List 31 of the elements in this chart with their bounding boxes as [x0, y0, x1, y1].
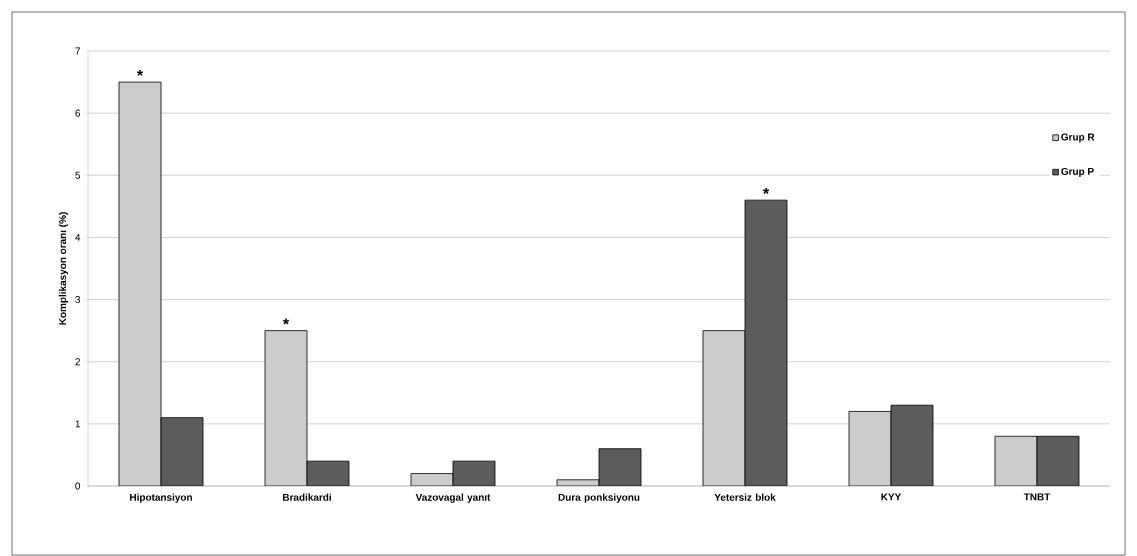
- y-tick-label: 3: [75, 296, 81, 304]
- y-axis-title: Komplikasyon oranı (%): [58, 212, 69, 325]
- x-tick-label: Yetersiz blok: [714, 493, 776, 501]
- legend-label: Grup R: [1061, 133, 1095, 143]
- y-tick-label: 0: [75, 482, 81, 490]
- bar: [702, 330, 746, 486]
- bar: [994, 435, 1038, 486]
- x-tick-label: Dura ponksiyonu: [558, 493, 640, 503]
- bar: [1036, 435, 1080, 486]
- x-tick-label: Vazovagal yanıt: [415, 493, 491, 503]
- bar: [890, 404, 934, 486]
- bar: [744, 199, 788, 486]
- annotation: *: [762, 187, 770, 194]
- y-tick-label: 7: [75, 47, 80, 55]
- x-tick-label: TNBT: [1023, 493, 1051, 501]
- bar: [160, 417, 204, 486]
- y-tick-label: 1: [75, 420, 80, 428]
- bar: [598, 448, 642, 486]
- legend-label: Grup P: [1061, 167, 1094, 177]
- annotation: *: [282, 318, 290, 325]
- y-tick-label: 4: [75, 234, 81, 241]
- y-tick-label: 5: [75, 171, 81, 179]
- y-tick-label: 2: [75, 358, 80, 366]
- bar: [118, 81, 162, 486]
- x-tick-label: Bradikardi: [283, 493, 331, 501]
- bar: [848, 411, 892, 486]
- x-tick-label: Hipotansiyon: [130, 493, 192, 503]
- x-tick-label: KYY: [881, 493, 902, 501]
- bar: [264, 330, 308, 486]
- y-tick-label: 6: [75, 109, 81, 117]
- annotation: *: [136, 69, 144, 76]
